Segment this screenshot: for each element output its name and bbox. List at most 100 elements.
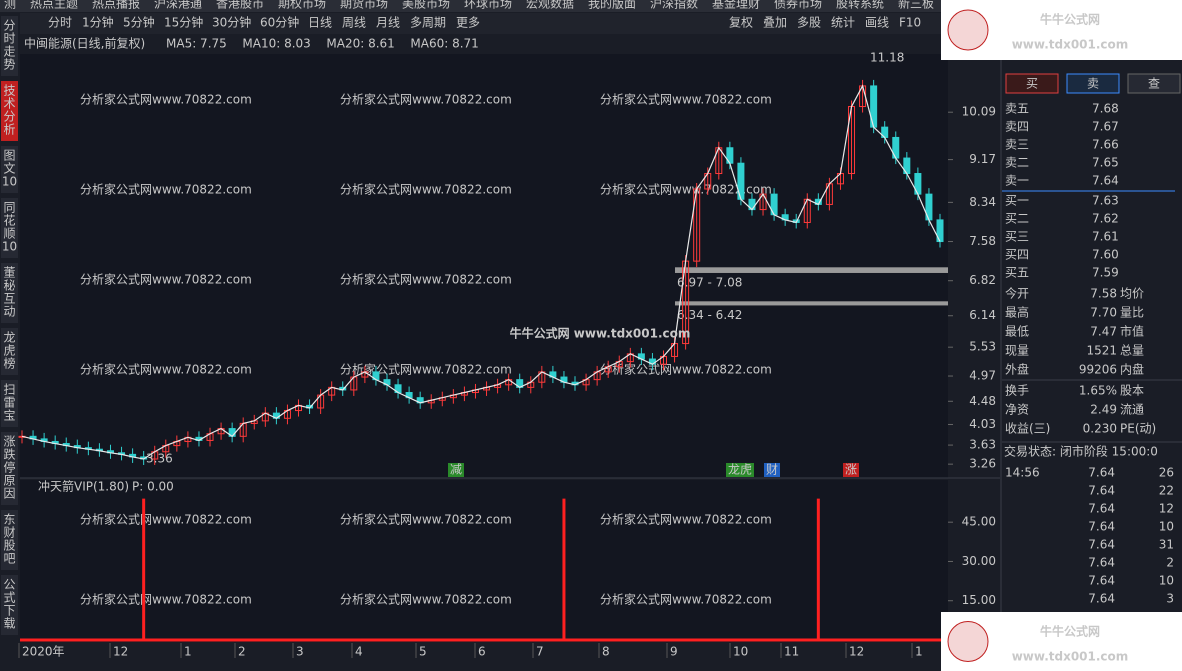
menu-item[interactable]: 期货市场 <box>340 0 388 11</box>
side-tab-label: 下 <box>3 604 15 618</box>
stat-value: 1.65% <box>1079 384 1117 398</box>
period-tab[interactable]: 30分钟 <box>212 15 251 30</box>
indicator-title: 冲天箭VIP(1.80) <box>38 479 129 494</box>
menu-item[interactable]: 债券市场 <box>774 0 822 11</box>
side-tab-label: 东 <box>3 513 15 527</box>
toolbar <box>20 13 1000 34</box>
side-tab[interactable] <box>1 263 18 323</box>
tool-button[interactable]: 统计 <box>831 16 855 30</box>
side-tab[interactable] <box>1 510 18 570</box>
x-tick-label: 9 <box>670 645 678 659</box>
book-label: 买三 <box>1005 230 1029 244</box>
y-tick-label: 6.14 <box>969 308 996 322</box>
x-tick-label: 4 <box>355 645 363 659</box>
side-tab[interactable] <box>1 16 18 76</box>
ma-label: MA60: 8.71 <box>410 37 478 51</box>
period-tab[interactable]: 5分钟 <box>123 15 155 30</box>
menu-item[interactable]: 基金理财 <box>712 0 760 11</box>
period-tab[interactable]: 日线 <box>308 16 332 30</box>
y-tick-label: 3.26 <box>969 457 996 471</box>
trade-price: 7.64 <box>1088 538 1115 552</box>
menu-item[interactable]: 沪深指数 <box>650 0 698 11</box>
ad-logo <box>947 9 989 51</box>
tool-button[interactable]: 叠加 <box>763 16 787 30</box>
menu-item[interactable]: 香港股市 <box>216 0 264 11</box>
book-price: 7.66 <box>1092 138 1119 152</box>
side-tab-label: 原 <box>3 474 15 488</box>
event-marker[interactable] <box>843 463 859 477</box>
trade-button[interactable] <box>1127 73 1181 94</box>
side-tab-label: 式 <box>3 591 15 605</box>
stat-label: 量比 <box>1120 306 1144 320</box>
y-tick-label: 45.00 <box>962 515 996 529</box>
book-label: 卖三 <box>1005 138 1029 152</box>
watermark: 分析家公式网www.70822.com <box>600 592 772 607</box>
side-tab[interactable] <box>1 81 18 141</box>
watermark: 分析家公式网www.70822.com <box>600 92 772 107</box>
y-tick-label: 10.09 <box>962 105 996 119</box>
tool-button[interactable]: 画线 <box>865 16 889 30</box>
tool-button[interactable]: F10 <box>899 16 921 30</box>
menu-item[interactable]: 测 <box>4 0 16 11</box>
stat-value: 0.230 <box>1083 422 1117 436</box>
menu-item[interactable]: 宏观数据 <box>526 0 574 11</box>
side-tab[interactable] <box>1 575 18 635</box>
close-line <box>21 84 941 460</box>
event-marker[interactable] <box>726 463 754 477</box>
menu-item[interactable]: 环球市场 <box>464 0 512 11</box>
menu-item[interactable]: 热点主题 <box>30 0 78 11</box>
book-label: 卖五 <box>1005 102 1029 116</box>
side-tab[interactable] <box>1 198 18 258</box>
tool-button[interactable]: 复权 <box>729 16 753 30</box>
watermark: 分析家公式网www.70822.com <box>340 592 512 607</box>
event-marker[interactable] <box>448 463 464 477</box>
x-tick-label: 1 <box>184 645 192 659</box>
trade-button[interactable] <box>1005 73 1059 94</box>
period-tab[interactable]: 60分钟 <box>260 15 299 30</box>
book-price: 7.64 <box>1092 174 1119 188</box>
menu-item[interactable]: 新三板 <box>898 0 934 11</box>
stat-label: 最低 <box>1005 325 1029 339</box>
x-tick-label: 2 <box>238 645 246 659</box>
watermark: 分析家公式网www.70822.com <box>340 182 512 197</box>
event-marker[interactable] <box>764 463 780 477</box>
side-tab[interactable] <box>1 328 18 375</box>
side-tab-label: 走 <box>3 45 15 59</box>
zone-label: 6.34 - 6.42 <box>677 308 742 322</box>
book-label: 买二 <box>1005 212 1029 226</box>
period-tab[interactable]: 月线 <box>376 16 400 30</box>
period-tab[interactable]: 多周期 <box>410 16 446 30</box>
menu-item[interactable]: 热点播报 <box>92 0 140 11</box>
x-tick-label: 8 <box>602 645 610 659</box>
menu-item[interactable]: 美股市场 <box>402 0 450 11</box>
side-tab-label: 榜 <box>3 356 15 371</box>
stat-value: 1521 <box>1086 344 1117 358</box>
side-tab-label: 公 <box>3 578 15 592</box>
menu-item[interactable]: 我的版面 <box>588 0 636 11</box>
menu-item[interactable]: 沪深港通 <box>154 0 202 11</box>
period-tab[interactable]: 分时 <box>48 16 72 30</box>
stat-label: 股本 <box>1120 384 1144 398</box>
side-tab[interactable] <box>1 146 18 193</box>
period-tab[interactable]: 更多 <box>456 16 480 30</box>
y-tick-label: 8.34 <box>969 195 996 209</box>
x-tick-label: 12 <box>113 645 128 659</box>
period-tab[interactable]: 周线 <box>342 16 366 30</box>
event-marker-label: 减 <box>450 463 462 477</box>
stat-label: 总量 <box>1120 344 1144 358</box>
side-tab[interactable] <box>1 432 18 505</box>
y-tick-label: 5.53 <box>969 340 996 354</box>
side-tab-label: 析 <box>3 123 15 137</box>
watermark: 分析家公式网www.70822.com <box>80 182 252 197</box>
period-tab[interactable]: 15分钟 <box>164 15 203 30</box>
menu-item[interactable]: 股转系统 <box>836 0 884 11</box>
trade-button[interactable] <box>1066 73 1120 94</box>
stat-value: 7.47 <box>1090 325 1117 339</box>
trade-volume: 31 <box>1159 538 1174 552</box>
tool-button[interactable]: 多股 <box>797 16 821 30</box>
menu-item[interactable]: 期权市场 <box>278 0 326 11</box>
period-tab[interactable]: 1分钟 <box>82 15 114 30</box>
trade-price: 7.64 <box>1088 592 1115 606</box>
side-tab[interactable] <box>1 380 18 427</box>
